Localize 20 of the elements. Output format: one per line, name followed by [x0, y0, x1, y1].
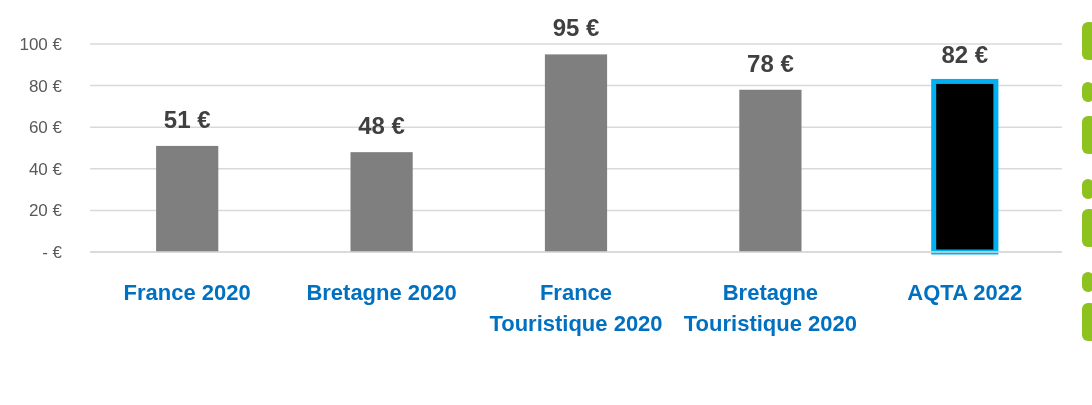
- y-tick-label: 100 €: [19, 34, 63, 54]
- bar: [350, 152, 413, 252]
- data-label: 48 €: [358, 112, 405, 140]
- x-tick-label: France Touristique 2020: [489, 280, 663, 336]
- bar: [739, 89, 802, 252]
- x-tick-label: AQTA 2022: [907, 280, 1023, 305]
- data-label: 51 €: [163, 105, 211, 133]
- y-tick-label: 40 €: [28, 159, 63, 179]
- bar: [544, 54, 608, 252]
- data-label: 78 €: [747, 49, 794, 77]
- y-tick-label: 60 €: [28, 118, 63, 138]
- data-label: 95 €: [552, 14, 600, 42]
- y-tick-label: 80 €: [28, 76, 63, 96]
- data-label: 82 €: [941, 41, 989, 69]
- y-tick-label: - €: [42, 242, 63, 262]
- x-tick-label: France 2020: [123, 280, 251, 305]
- bar: [156, 145, 219, 252]
- x-tick-label: Bretagne Touristique 2020: [683, 280, 857, 336]
- x-tick-label: Bretagne 2020: [306, 280, 457, 305]
- y-tick-label: 20 €: [28, 201, 63, 221]
